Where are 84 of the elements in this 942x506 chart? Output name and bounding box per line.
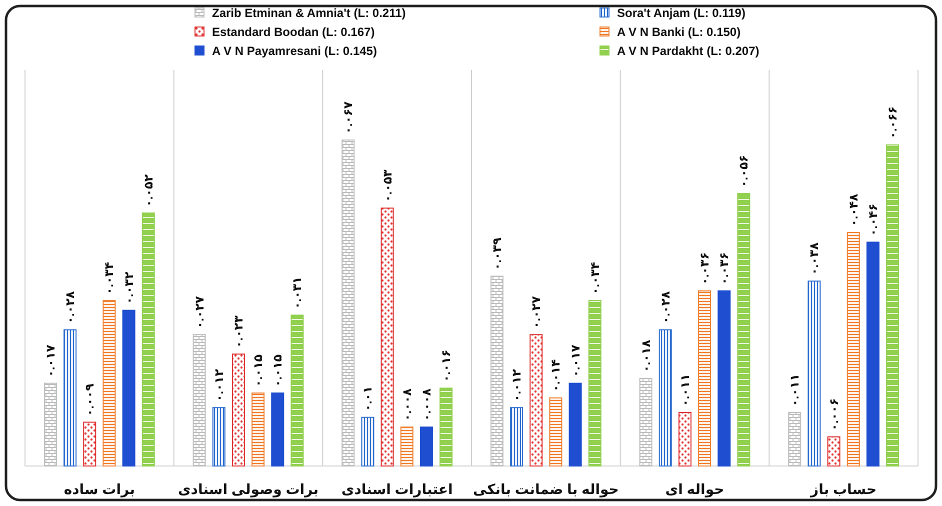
data-label: ۰.۰۳۴ <box>588 262 602 295</box>
data-label: ۰.۰۱۱ <box>678 374 692 406</box>
bar <box>232 354 245 466</box>
data-label: ۰.۰۴۸ <box>846 193 860 226</box>
bar <box>788 412 802 466</box>
data-label: ۰.۰۶۶ <box>886 106 900 139</box>
data-label: ۰.۰۱۵ <box>251 354 266 388</box>
data-label: ۰.۰۶۷ <box>341 100 356 134</box>
bar <box>420 426 433 466</box>
x-tick-label: حساب باز <box>810 481 877 498</box>
bar <box>658 329 672 466</box>
x-tick-label: برات وصولی اسنادی <box>178 481 319 498</box>
data-label: ۰.۰۱ <box>360 386 375 412</box>
bar <box>588 300 602 466</box>
bar <box>122 310 136 466</box>
bar <box>639 378 652 466</box>
data-label: ۰.۰۲۳ <box>231 314 246 348</box>
bar <box>490 276 504 466</box>
bar <box>83 422 96 466</box>
bar <box>808 280 821 466</box>
x-tick-label: برات ساده <box>64 481 136 498</box>
data-label: ۰.۰۱۶ <box>439 350 454 382</box>
bar <box>846 232 860 466</box>
data-label: ۰.۰۰۸ <box>400 388 414 422</box>
bar <box>64 329 77 466</box>
data-label: ۰.۰۲۸ <box>63 290 78 324</box>
legend-label: A V N Pardakht (L: 0.207) <box>617 44 760 58</box>
bar <box>530 334 543 466</box>
bar <box>886 144 900 466</box>
data-label: ۰.۰۵۶ <box>736 154 751 188</box>
data-label: ۰.۰۴۶ <box>866 204 880 236</box>
data-label: ۰.۰۳۲ <box>122 270 136 304</box>
data-label: ۰.۰۲۸ <box>658 290 672 324</box>
bar <box>678 412 692 466</box>
bar <box>102 300 116 466</box>
data-label: ۰.۰۳۹ <box>490 236 504 270</box>
legend-label: Estandard Boodan (L: 0.167) <box>212 25 375 39</box>
x-tick-label: حواله ای <box>665 481 724 498</box>
bar <box>192 334 206 466</box>
bar <box>718 290 731 466</box>
bar <box>698 290 712 466</box>
bar <box>342 140 355 466</box>
data-label: ۰.۰۳۸ <box>807 242 822 276</box>
data-label: ۰.۰۱۷ <box>43 344 58 378</box>
data-label: ۰.۰۰۶ <box>826 398 841 431</box>
data-label: ۰.۰۱۷ <box>568 344 582 378</box>
data-label: ۰.۰۳۶ <box>698 252 712 285</box>
bar <box>510 407 524 466</box>
data-label: ۰.۰۱۲ <box>510 368 524 402</box>
data-label: ۰.۰۱۱ <box>788 374 802 406</box>
bar <box>380 208 394 466</box>
data-label: ۰.۰۲۷ <box>529 295 544 329</box>
data-label: ۰.۰۱۵ <box>270 354 285 388</box>
bar <box>737 193 750 466</box>
bar <box>142 212 155 466</box>
bar <box>252 392 265 466</box>
data-label: ۰.۰۰۹ <box>82 382 97 416</box>
bar <box>400 426 414 466</box>
legend-label: Zarib Etminan & Amnia't (L: 0.211) <box>212 6 406 20</box>
data-label: ۰.۰۲۷ <box>192 295 206 329</box>
bar <box>827 436 840 466</box>
bar <box>271 392 284 466</box>
bar <box>361 416 374 466</box>
data-label: ۰.۰۱۴ <box>548 359 563 392</box>
bar <box>866 242 880 466</box>
bar <box>212 407 226 466</box>
data-label: ۰.۰۱۲ <box>212 368 226 402</box>
x-tick-label: اعتبارات اسنادی <box>341 481 453 498</box>
data-label: ۰.۰۵۳ <box>380 168 394 202</box>
data-label: ۰.۰۳۶ <box>717 252 732 285</box>
bar <box>549 397 562 466</box>
x-tick-label: حواله با ضمانت بانکی <box>472 481 619 498</box>
data-label: ۰.۰۳۴ <box>102 262 116 295</box>
bar <box>44 382 57 466</box>
legend-label: Sora't Anjam (L: 0.119) <box>617 6 746 20</box>
bar <box>440 388 453 466</box>
data-label: ۰.۰۳۱ <box>290 276 304 310</box>
data-label: ۰.۰۵۲ <box>141 174 156 207</box>
legend-label: A V N Banki (L: 0.150) <box>617 25 741 39</box>
legend-label: A V N Payamresani (L: 0.145) <box>212 44 377 58</box>
data-label: ۰.۰۰۸ <box>419 388 434 422</box>
data-label: ۰.۰۱۸ <box>638 339 653 372</box>
bar <box>568 382 582 466</box>
bar <box>290 314 304 466</box>
